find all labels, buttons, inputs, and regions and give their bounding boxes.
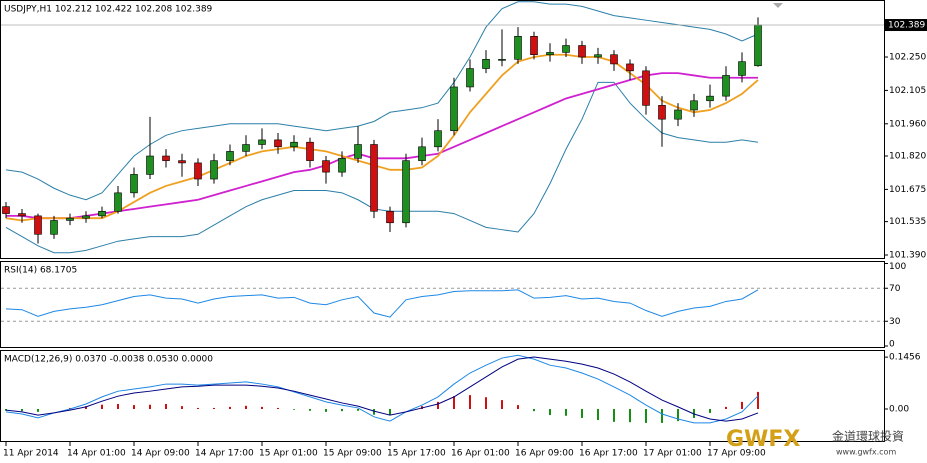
indicator-line: [5, 354, 759, 424]
y-tick-label: 102.105: [889, 86, 926, 96]
candle-body: [418, 146, 426, 161]
x-tick-label: 16 Apr 17:00: [579, 449, 638, 459]
candle-body: [18, 213, 26, 217]
watermark-url: www.gwfx.com: [836, 448, 896, 457]
candle-body: [146, 155, 154, 175]
candle-body: [546, 52, 554, 56]
y-tick-label: 102.250: [889, 53, 926, 63]
watermark-name: 金道環球投資: [832, 429, 904, 444]
candle-body: [434, 130, 442, 148]
candle-body: [194, 162, 202, 180]
candle-body: [98, 210, 106, 217]
macd-title: MACD(12,26,9) 0.0370 -0.0038 0.0530 0.00…: [4, 355, 213, 365]
x-tick-label: 11 Apr 2014: [3, 449, 59, 459]
x-tick-label: 16 Apr 01:00: [451, 449, 510, 459]
x-tick-label: 14 Apr 17:00: [195, 449, 254, 459]
candle-body: [658, 105, 666, 120]
y-tick-label: 70: [889, 284, 901, 294]
candle-body: [354, 144, 362, 159]
x-tick-label: 17 Apr 01:00: [643, 449, 702, 459]
candle-body: [306, 141, 314, 161]
candle-body: [290, 141, 298, 148]
candle-body: [130, 174, 138, 194]
candle-body: [386, 210, 394, 224]
x-tick-label: 15 Apr 09:00: [323, 449, 382, 459]
candle-body: [530, 36, 538, 56]
candle-body: [338, 158, 346, 173]
candle-body: [226, 151, 234, 161]
candle-body: [258, 139, 266, 145]
y-tick-label: 101.820: [889, 152, 926, 162]
x-tick-label: 17 Apr 09:00: [707, 449, 766, 459]
x-tick-label: 15 Apr 17:00: [387, 449, 446, 459]
candle-body: [626, 63, 634, 72]
candle-body: [578, 45, 586, 58]
indicator-line: [6, 72, 758, 220]
candle-body: [66, 217, 74, 221]
chart-header: USDJPY,H1 102.212 102.422 102.208 102.38…: [4, 5, 213, 15]
x-tick-label: 15 Apr 01:00: [259, 449, 318, 459]
indicator-line: [5, 1, 759, 201]
candle-body: [50, 220, 58, 235]
indicator-line: [5, 356, 759, 422]
candle-body: [674, 109, 682, 120]
candle-body: [642, 70, 650, 106]
candle-body: [466, 68, 474, 88]
y-tick-label: 101.960: [889, 119, 926, 129]
y-tick-label: 0.00: [889, 405, 909, 415]
candle-body: [482, 59, 490, 69]
y-tick-label: 101.675: [889, 185, 926, 195]
candle-body: [690, 100, 698, 111]
candle-body: [162, 155, 170, 161]
macd-panel: [0, 350, 885, 442]
price-panel: [0, 0, 885, 259]
candle-body: [2, 206, 10, 214]
candle-body: [34, 215, 42, 235]
last-price-box: [885, 19, 927, 32]
watermark-brand: GWFX: [726, 427, 800, 452]
y-tick-label: 100: [889, 262, 906, 272]
x-tick-label: 14 Apr 09:00: [131, 449, 190, 459]
y-tick-label: 0: [889, 340, 895, 350]
candle-body: [594, 54, 602, 58]
candle-body: [450, 86, 458, 131]
candle-body: [402, 160, 410, 224]
candle-body: [562, 45, 570, 53]
rsi-panel: [0, 261, 885, 348]
rsi-title: RSI(14) 68.1705: [4, 266, 77, 276]
x-tick-label: 16 Apr 09:00: [515, 449, 574, 459]
indicator-line: [5, 53, 759, 222]
candle-body: [178, 160, 186, 164]
candle-body: [242, 144, 250, 152]
candle-body: [514, 36, 522, 60]
candle-body: [610, 54, 618, 65]
shift-marker: [773, 3, 783, 8]
candle-body: [706, 95, 714, 102]
y-tick-label: 0.1456: [889, 353, 921, 363]
indicator-line: [5, 81, 759, 254]
y-tick-label: 101.535: [889, 217, 926, 227]
y-tick-label: 101.390: [889, 251, 926, 261]
candle-body: [114, 192, 122, 212]
candle-body: [498, 59, 506, 61]
candle-body: [322, 160, 330, 173]
x-tick-label: 14 Apr 01:00: [67, 449, 126, 459]
last-price-label: 102.389: [888, 21, 925, 31]
candle-body: [722, 75, 730, 97]
candle-body: [82, 215, 90, 219]
candle-body: [274, 139, 282, 148]
y-tick-label: 30: [889, 317, 901, 327]
indicator-line: [5, 289, 759, 318]
candle-body: [210, 160, 218, 180]
candle-body: [370, 144, 378, 212]
candle-body: [754, 24, 762, 67]
candle-body: [738, 61, 746, 76]
